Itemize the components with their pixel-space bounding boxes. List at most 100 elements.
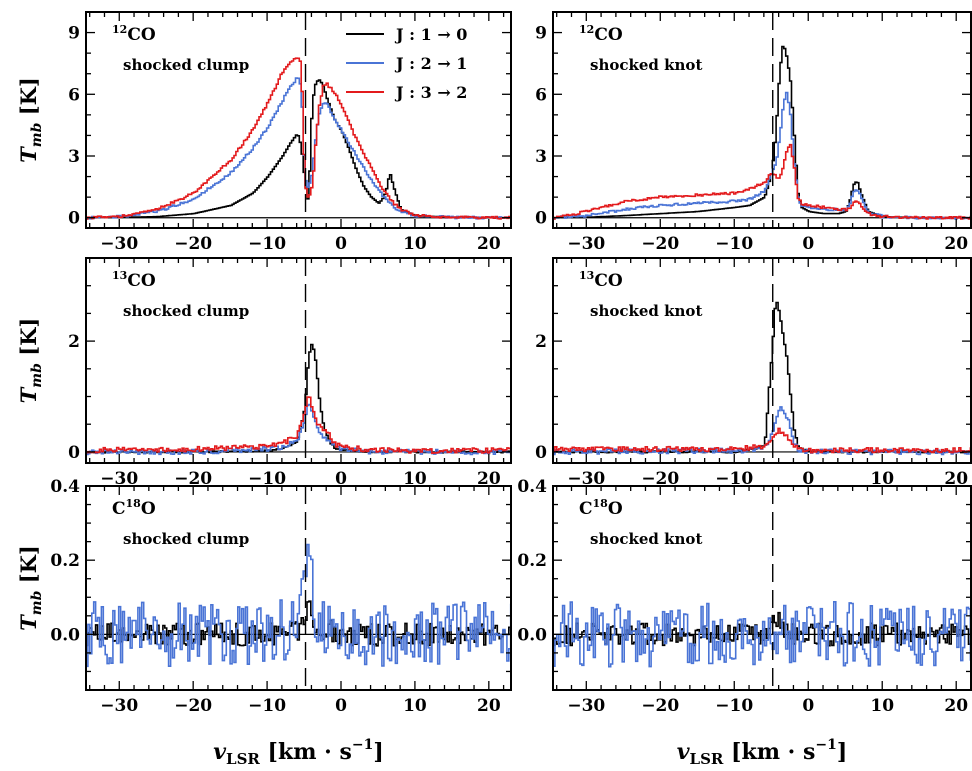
plot-frame — [552, 11, 972, 229]
legend-label: J : 1 → 0 — [394, 25, 467, 44]
x-tick-label: 10 — [870, 469, 894, 489]
species-prefix: C — [579, 499, 593, 519]
x-tick-label: 0 — [335, 234, 347, 254]
y-tick-label: 0.2 — [517, 551, 547, 571]
y-tick-label: 9 — [68, 24, 80, 44]
x-axis-subscript: LSR — [226, 750, 260, 768]
species-label: 12CO — [112, 23, 156, 45]
region-label: shocked clump — [123, 56, 249, 74]
x-tick-label: −10 — [248, 234, 286, 254]
x-tick-label: −30 — [100, 234, 138, 254]
series-line-2 — [553, 600, 971, 668]
y-tick-label: 0 — [68, 209, 80, 229]
y-axis-subscript: mb — [29, 122, 45, 147]
x-tick-label: −20 — [174, 234, 212, 254]
species-molecule: CO — [127, 271, 156, 291]
y-tick-label: 0.2 — [50, 551, 80, 571]
y-tick-label: 0.0 — [50, 625, 80, 645]
y-tick-label: 0 — [535, 443, 547, 463]
x-tick-label: 10 — [403, 469, 427, 489]
plot-frame — [85, 485, 512, 691]
species-isotope: 12 — [579, 23, 594, 36]
y-axis-unit: [K] — [16, 77, 41, 122]
series-line-3 — [553, 143, 971, 220]
region-label: shocked clump — [123, 530, 249, 548]
x-tick-label: 10 — [870, 234, 894, 254]
x-tick-label: −10 — [715, 696, 753, 716]
species-isotope: 12 — [112, 23, 127, 36]
species-molecule: O — [608, 499, 623, 519]
x-tick-label: 0 — [335, 469, 347, 489]
y-tick-label: 9 — [535, 24, 547, 44]
x-tick-label: 0 — [802, 469, 814, 489]
y-axis-symbol: T — [16, 146, 41, 163]
series-line-3 — [86, 396, 511, 455]
x-axis-exponent: −1 — [352, 737, 373, 753]
y-axis-symbol: T — [16, 614, 41, 631]
x-tick-label: 20 — [944, 469, 968, 489]
x-axis-label: vLSR [km · s−1] — [213, 737, 384, 768]
x-tick-label: −20 — [174, 469, 212, 489]
y-axis-subscript: mb — [29, 590, 45, 615]
region-label: shocked knot — [590, 302, 702, 320]
y-tick-label: 0.0 — [517, 625, 547, 645]
x-tick-label: −20 — [174, 696, 212, 716]
y-tick-label: 6 — [535, 85, 547, 105]
y-axis-label: Tmb [K] — [16, 77, 45, 163]
series-group — [553, 600, 971, 668]
y-axis-label: Tmb [K] — [16, 318, 45, 404]
x-tick-label: −20 — [641, 234, 679, 254]
x-axis-label: vLSR [km · s−1] — [677, 737, 848, 768]
y-tick-label: 3 — [68, 147, 80, 167]
y-tick-label: 0 — [68, 443, 80, 463]
y-axis-subscript: mb — [29, 363, 45, 388]
x-axis-close: ] — [837, 739, 847, 765]
species-isotope: 13 — [112, 269, 127, 282]
species-molecule: CO — [594, 271, 623, 291]
x-axis-symbol: v — [677, 739, 690, 765]
series-line-1 — [553, 301, 971, 454]
x-axis-subscript: LSR — [690, 750, 724, 768]
x-tick-label: 0 — [802, 234, 814, 254]
species-label: 13CO — [112, 269, 156, 291]
x-tick-label: 20 — [477, 234, 501, 254]
species-label: 12CO — [579, 23, 623, 45]
x-tick-label: 20 — [477, 469, 501, 489]
legend-label: J : 2 → 1 — [394, 54, 467, 73]
x-tick-label: −10 — [715, 469, 753, 489]
panel-13co-shocked-knot: −30 −20 −10 0 10 20 0 2 13CO shocked knot — [535, 257, 972, 489]
x-tick-label: −10 — [248, 696, 286, 716]
y-tick-label: 0 — [535, 209, 547, 229]
plot-frame — [552, 485, 972, 691]
y-axis-unit: [K] — [16, 318, 41, 363]
x-tick-label: −10 — [715, 234, 753, 254]
region-label: shocked knot — [590, 56, 702, 74]
x-axis-exponent: −1 — [815, 737, 836, 753]
species-isotope: 18 — [593, 497, 609, 510]
species-molecule: CO — [594, 25, 623, 45]
x-tick-label: 20 — [944, 696, 968, 716]
series-group — [86, 343, 511, 456]
series-line-2 — [86, 543, 511, 668]
y-tick-label: 6 — [68, 85, 80, 105]
x-tick-label: 0 — [802, 696, 814, 716]
y-axis-symbol: T — [16, 386, 41, 403]
panel-12co-shocked-knot: −30 −20 −10 0 10 20 0 3 6 9 12CO shocked knot — [535, 11, 972, 254]
x-tick-label: −30 — [567, 469, 605, 489]
series-line-2 — [553, 91, 971, 220]
x-axis-close: ] — [373, 739, 383, 765]
plot-frame — [552, 257, 972, 464]
x-axis-symbol: v — [213, 739, 226, 765]
series-group — [553, 301, 971, 456]
legend-label: J : 3 → 2 — [394, 83, 467, 102]
legend: J : 1 → 0 J : 2 → 1 J : 3 → 2 — [346, 25, 467, 102]
x-tick-label: −30 — [100, 696, 138, 716]
region-label: shocked knot — [590, 530, 702, 548]
x-tick-label: 0 — [335, 696, 347, 716]
y-tick-label: 2 — [535, 332, 547, 352]
x-tick-label: 10 — [403, 234, 427, 254]
x-tick-label: 10 — [403, 696, 427, 716]
x-tick-label: −10 — [248, 469, 286, 489]
